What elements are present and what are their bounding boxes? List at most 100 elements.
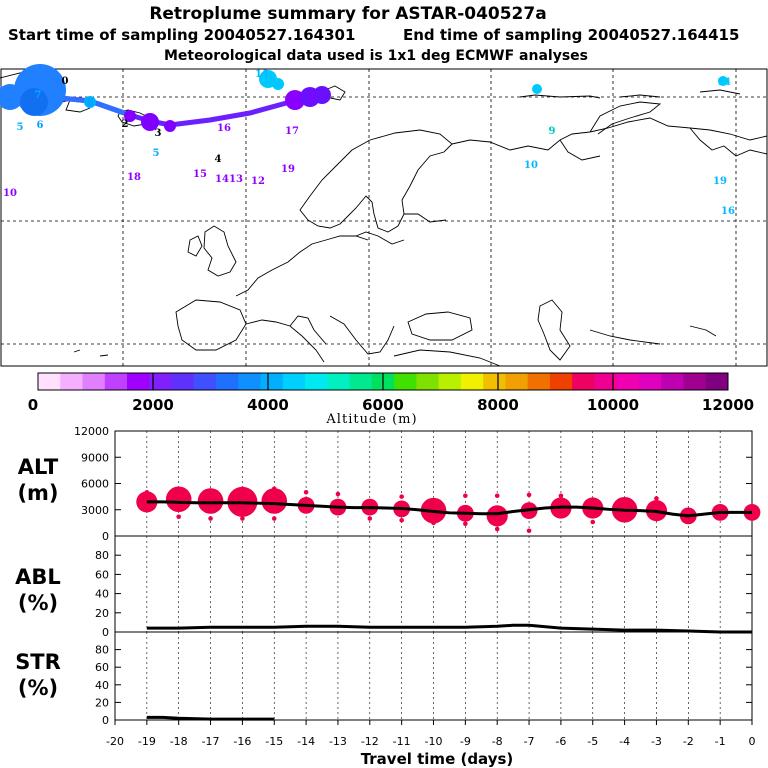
y-tick-label: 3000 bbox=[81, 504, 109, 517]
x-tick-label: -12 bbox=[361, 735, 379, 748]
map-point-label: 10 bbox=[3, 188, 17, 199]
x-tick-label: -14 bbox=[297, 735, 315, 748]
altitude-bubble bbox=[261, 488, 288, 514]
colorbar-label: Altitude (m) bbox=[325, 412, 417, 427]
scatter-point bbox=[271, 516, 277, 521]
colorbar-swatch bbox=[616, 373, 640, 390]
panels-frame bbox=[114, 430, 753, 721]
abl-panel: 0 20 40 60 80 bbox=[95, 536, 752, 639]
cluster-circle bbox=[285, 90, 305, 110]
scatter-point bbox=[558, 493, 564, 499]
colorbar-swatch bbox=[394, 373, 417, 390]
time-series-panels: ALT (m) ABL (%) STR (%) 0300060009000120… bbox=[15, 425, 761, 748]
map-point-label: 5 bbox=[153, 148, 160, 159]
colorbar-swatch bbox=[572, 373, 595, 390]
alt-panel-label: ALT bbox=[18, 455, 59, 479]
y-tick-label: 0 bbox=[102, 530, 109, 543]
x-tick-label: -15 bbox=[265, 735, 283, 748]
cluster-circle bbox=[164, 120, 176, 132]
colorbar-swatch bbox=[505, 373, 529, 390]
colorbar-swatch bbox=[683, 373, 707, 390]
scatter-point bbox=[367, 516, 373, 521]
y-tick-label: 0 bbox=[102, 626, 109, 639]
map-point-label: 19 bbox=[281, 164, 295, 175]
scatter-point bbox=[590, 519, 596, 525]
colorbar-tick-label: 4000 bbox=[247, 396, 289, 414]
map-point-label: 15 bbox=[193, 169, 207, 180]
colorbar-tick-label: 12000 bbox=[702, 396, 754, 414]
figure-title: Retroplume summary for ASTAR-040527a bbox=[149, 4, 546, 24]
y-tick-label: 20 bbox=[95, 607, 109, 620]
colorbar-swatch bbox=[104, 373, 128, 390]
x-tick-label: -7 bbox=[524, 735, 535, 748]
str-panel-unit: (%) bbox=[18, 676, 58, 700]
x-tick-label: -17 bbox=[202, 735, 220, 748]
plume-clusters bbox=[0, 64, 728, 132]
abl-panel-unit: (%) bbox=[18, 591, 58, 615]
scatter-point bbox=[399, 494, 404, 499]
x-tick-label: -4 bbox=[619, 735, 630, 748]
scatter-point bbox=[240, 516, 245, 521]
end-time-label: End time of sampling 20040527.164415 bbox=[403, 26, 739, 44]
map-point-label: 1 bbox=[309, 92, 316, 103]
colorbar-swatch bbox=[305, 373, 328, 390]
x-tick-label: -18 bbox=[170, 735, 188, 748]
x-tick-label: -3 bbox=[651, 735, 662, 748]
cluster-circle bbox=[532, 84, 542, 94]
map-point-label: 10 bbox=[524, 160, 538, 171]
x-tick-label: -20 bbox=[106, 735, 124, 748]
map-point-label: 16 bbox=[217, 123, 231, 134]
scatter-point bbox=[303, 489, 309, 495]
cluster-circle bbox=[124, 110, 136, 122]
colorbar-swatch bbox=[661, 373, 684, 390]
scatter-point bbox=[494, 493, 500, 499]
cluster-circle bbox=[141, 113, 159, 131]
x-tick-label: -9 bbox=[460, 735, 471, 748]
altitude-bubble bbox=[197, 488, 224, 514]
y-tick-label: 6000 bbox=[81, 478, 109, 491]
map-point-label: 0 bbox=[62, 76, 69, 87]
y-tick-label: 9000 bbox=[81, 451, 109, 464]
colorbar-tick-label: 10000 bbox=[587, 396, 639, 414]
map-point-label: 4 bbox=[215, 154, 222, 165]
x-tick-label: -8 bbox=[492, 735, 503, 748]
y-tick-label: 80 bbox=[95, 644, 109, 657]
x-tick-label: -13 bbox=[329, 735, 347, 748]
colorbar-swatch bbox=[260, 373, 284, 390]
colorbar-tick-label: 0 bbox=[28, 396, 38, 414]
str-panel: 0 20 40 60 80 bbox=[95, 632, 752, 727]
map-point-label: 12 bbox=[251, 176, 265, 187]
map-point-label: 9 bbox=[549, 126, 556, 137]
colorbar-swatch bbox=[60, 373, 84, 390]
y-tick-label: 0 bbox=[102, 714, 109, 727]
series-line bbox=[146, 715, 275, 721]
str-panel-label: STR bbox=[15, 650, 61, 674]
map-point-label: 3 bbox=[49, 98, 56, 109]
y-tick-label: 12000 bbox=[74, 425, 109, 438]
colorbar-swatch bbox=[549, 373, 573, 390]
x-tick-label: -2 bbox=[683, 735, 694, 748]
x-tick-label: -11 bbox=[393, 735, 411, 748]
alt-panel-unit: (m) bbox=[17, 481, 58, 505]
x-tick-label: -1 bbox=[715, 735, 726, 748]
x-tick-label: -19 bbox=[138, 735, 156, 748]
map-point-label: 16 bbox=[721, 206, 735, 217]
colorbar-swatch bbox=[238, 373, 262, 390]
colorbar-swatch bbox=[438, 373, 462, 390]
travel-time-axis: -20 -19 -18 -17 -16 -15 -14 -13 -12 -11 -10 -9 -8 -7-… bbox=[106, 720, 756, 748]
y-tick-label: 40 bbox=[95, 679, 109, 692]
map-point-label: 7 bbox=[35, 90, 42, 101]
scatter-point bbox=[494, 526, 500, 532]
colorbar-tick-label: 2000 bbox=[132, 396, 174, 414]
y-tick-label: 60 bbox=[95, 661, 109, 674]
scatter-point bbox=[463, 521, 468, 527]
map-point-label: 5 bbox=[17, 122, 24, 133]
colorbar-swatch bbox=[638, 373, 662, 390]
map-graticule bbox=[1, 69, 767, 366]
map-point-label: 6 bbox=[37, 120, 44, 131]
map-point-label: 14 bbox=[717, 77, 731, 88]
map-frame bbox=[0, 68, 768, 367]
scatter-point bbox=[526, 528, 532, 534]
x-tick-label: -16 bbox=[233, 735, 251, 748]
